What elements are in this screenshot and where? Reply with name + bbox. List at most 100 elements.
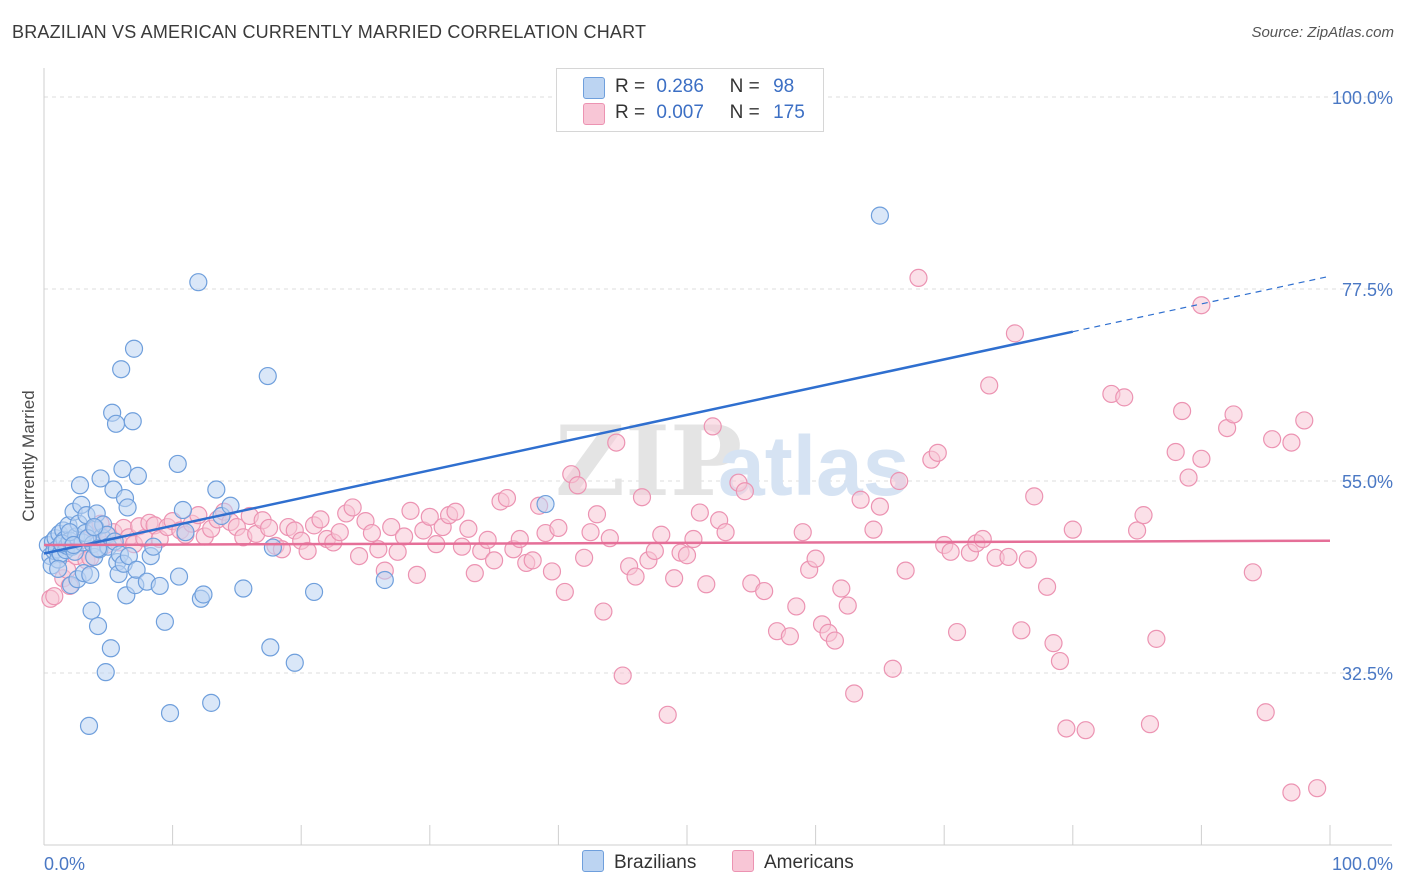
americans-point-124 xyxy=(832,579,851,598)
americans-point-144 xyxy=(999,547,1018,567)
americans-point-169 xyxy=(1295,411,1314,430)
brazilians-point-88 xyxy=(375,570,394,590)
americans-point-127 xyxy=(851,490,870,509)
americans-point-129 xyxy=(870,497,890,516)
brazilians-point-75 xyxy=(189,273,208,292)
brazilians-point-64 xyxy=(128,466,147,485)
brazilians-point-63 xyxy=(127,560,146,579)
americans-point-158 xyxy=(1140,715,1160,734)
americans-point-161 xyxy=(1173,401,1192,421)
y-tick-label-1: 55.0% xyxy=(1342,472,1393,492)
americans-point-108 xyxy=(703,417,722,436)
y-tick-label-0: 32.5% xyxy=(1342,664,1393,684)
brazilians-point-30 xyxy=(79,716,99,736)
brazilians-point-39 xyxy=(91,469,110,488)
americans-point-116 xyxy=(780,627,799,646)
americans-legend-label: Americans xyxy=(764,852,854,873)
americans-point-138 xyxy=(947,622,967,642)
americans-trend-line xyxy=(43,539,1331,547)
americans-point-110 xyxy=(716,523,735,542)
americans-point-89 xyxy=(581,523,600,542)
americans-point-100 xyxy=(652,525,671,544)
stats-legend: R = 0.286 N = 98 R = 0.007 N = 175 xyxy=(556,68,824,132)
brazilians-point-72 xyxy=(168,454,187,474)
americans-point-149 xyxy=(1044,634,1063,653)
brazilians-trend-line xyxy=(43,330,1074,555)
americans-point-107 xyxy=(697,575,716,594)
americans-point-104 xyxy=(677,546,697,565)
x-tick-label-1: 100.0% xyxy=(1332,854,1393,874)
americans-point-172 xyxy=(1256,703,1275,722)
americans-point-156 xyxy=(1127,521,1147,540)
brazilians-point-90 xyxy=(870,206,890,225)
americans-point-96 xyxy=(626,567,645,586)
americans-point-91 xyxy=(594,602,613,621)
americans-point-146 xyxy=(1018,550,1037,569)
brazilians-point-86 xyxy=(285,653,304,672)
americans-point-45 xyxy=(298,541,317,561)
americans-point-94 xyxy=(613,666,632,685)
axes xyxy=(43,68,1392,846)
americans-point-60 xyxy=(394,527,414,546)
americans-legend-swatch xyxy=(732,850,754,872)
americans-point-137 xyxy=(941,542,960,561)
americans-point-50 xyxy=(330,523,349,542)
brazilians-point-82 xyxy=(234,579,253,598)
americans-point-97 xyxy=(632,488,652,507)
americans-point-47 xyxy=(311,510,330,529)
americans-point-147 xyxy=(1025,487,1044,506)
americans-point-173 xyxy=(1282,783,1301,802)
americans-point-132 xyxy=(896,561,915,580)
americans-point-159 xyxy=(1147,629,1166,648)
brazilians-point-70 xyxy=(160,704,180,723)
americans-point-165 xyxy=(1224,405,1243,424)
americans-point-59 xyxy=(388,542,407,561)
americans-point-130 xyxy=(883,659,902,678)
brazilians-point-79 xyxy=(207,480,226,499)
americans-point-55 xyxy=(362,523,382,543)
brazilians-point-91 xyxy=(49,559,68,578)
brazilians-point-45 xyxy=(101,639,120,658)
brazilians-legend-label: Brazilians xyxy=(614,852,697,873)
brazilians-point-85 xyxy=(263,538,283,557)
americans-point-168 xyxy=(1282,433,1301,452)
americans-point-174 xyxy=(1308,779,1327,798)
y-axis-label: Currently Married xyxy=(19,390,38,521)
brazilians-points xyxy=(38,206,890,736)
americans-point-163 xyxy=(1192,449,1211,468)
brazilians-point-37 xyxy=(88,616,108,636)
source-label: Source: ZipAtlas.com xyxy=(1251,24,1394,41)
brazilians-point-84 xyxy=(261,638,280,657)
americans-point-1 xyxy=(45,587,64,606)
brazilians-point-24 xyxy=(70,476,90,495)
brazilians-point-83 xyxy=(258,366,277,386)
chart-title: BRAZILIAN VS AMERICAN CURRENTLY MARRIED … xyxy=(12,22,647,42)
americans-point-62 xyxy=(407,565,427,584)
x-tick-label-0: 0.0% xyxy=(44,854,85,874)
americans-point-99 xyxy=(645,541,664,561)
americans-swatch xyxy=(583,103,605,125)
brazilians-point-54 xyxy=(113,459,132,479)
americans-point-150 xyxy=(1050,651,1070,671)
americans-point-118 xyxy=(793,523,812,542)
americans-point-105 xyxy=(684,529,703,549)
americans-point-166 xyxy=(1243,563,1262,582)
gridlines xyxy=(44,96,1392,674)
brazilians-point-53 xyxy=(112,360,131,379)
y-tick-label-3: 100.0% xyxy=(1332,88,1393,108)
americans-point-160 xyxy=(1166,442,1185,462)
americans-point-152 xyxy=(1063,520,1082,539)
brazilians-point-61 xyxy=(124,339,144,358)
bottom-legend-brazilians: Brazilians xyxy=(582,850,696,874)
americans-point-68 xyxy=(446,502,465,521)
americans-point-88 xyxy=(575,548,594,567)
americans-point-114 xyxy=(755,581,774,601)
americans-point-151 xyxy=(1057,719,1076,738)
americans-point-80 xyxy=(523,551,542,570)
brazilians-point-49 xyxy=(106,414,126,433)
brazilians-point-32 xyxy=(82,601,101,620)
legend-stats-brazilians: R = 0.286 N = 98 xyxy=(615,76,795,97)
americans-point-71 xyxy=(465,564,484,583)
americans-point-128 xyxy=(864,520,883,539)
